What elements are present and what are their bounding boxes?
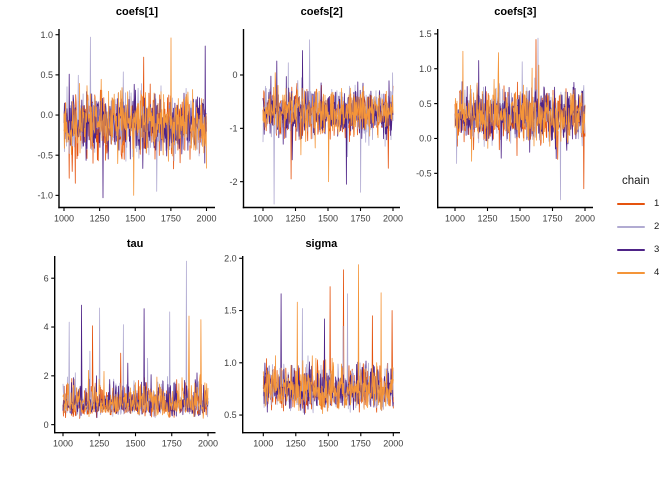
- svg-text:1250: 1250: [90, 214, 110, 224]
- svg-text:0.5: 0.5: [40, 70, 53, 80]
- legend-label: 3: [654, 244, 660, 255]
- svg-text:1250: 1250: [89, 439, 109, 449]
- chain-2-line-swatch: [617, 225, 645, 228]
- svg-text:-0.5: -0.5: [37, 150, 53, 160]
- panel-title-coefs3: coefs[3]: [494, 6, 537, 18]
- svg-text:1500: 1500: [125, 214, 145, 224]
- svg-text:1750: 1750: [162, 439, 182, 449]
- panel-title-coefs2: coefs[2]: [300, 6, 343, 18]
- legend-item-chain-3: 3: [616, 242, 672, 257]
- svg-text:0: 0: [232, 70, 237, 80]
- svg-text:1500: 1500: [125, 439, 145, 449]
- svg-text:-0.5: -0.5: [416, 169, 432, 179]
- svg-text:1.0: 1.0: [40, 30, 53, 40]
- chain-4-line-swatch: [617, 271, 645, 274]
- chain-3-line-swatch: [617, 248, 645, 251]
- svg-text:1000: 1000: [445, 214, 465, 224]
- svg-text:1750: 1750: [542, 214, 562, 224]
- svg-text:1.0: 1.0: [419, 64, 432, 74]
- svg-text:2: 2: [44, 371, 49, 381]
- legend-label: 1: [654, 198, 660, 209]
- svg-text:1750: 1750: [351, 439, 371, 449]
- svg-text:1250: 1250: [285, 214, 305, 224]
- legend-label: 4: [654, 267, 660, 278]
- svg-text:-2: -2: [229, 177, 237, 187]
- svg-text:4: 4: [44, 322, 49, 332]
- svg-text:1000: 1000: [53, 439, 73, 449]
- svg-text:1000: 1000: [253, 214, 273, 224]
- svg-text:1.5: 1.5: [419, 29, 432, 39]
- svg-text:1500: 1500: [510, 214, 530, 224]
- svg-text:-1: -1: [229, 124, 237, 134]
- svg-text:0.0: 0.0: [40, 110, 53, 120]
- svg-text:1750: 1750: [161, 214, 181, 224]
- svg-text:2.0: 2.0: [224, 253, 237, 263]
- svg-text:1500: 1500: [318, 214, 338, 224]
- legend-label: 2: [654, 221, 660, 232]
- chain-1-line-swatch: [617, 202, 645, 205]
- svg-text:1.5: 1.5: [224, 306, 237, 316]
- svg-text:1250: 1250: [286, 439, 306, 449]
- svg-text:0.0: 0.0: [419, 134, 432, 144]
- svg-text:2000: 2000: [196, 214, 216, 224]
- svg-text:0.5: 0.5: [224, 410, 237, 420]
- legend-item-chain-2: 2: [616, 219, 672, 234]
- svg-text:6: 6: [44, 273, 49, 283]
- svg-text:-1.0: -1.0: [37, 191, 53, 201]
- panel-title-tau: tau: [126, 238, 144, 250]
- svg-text:2000: 2000: [383, 439, 403, 449]
- panel-title-coefs1: coefs[1]: [115, 6, 159, 18]
- svg-text:1.0: 1.0: [224, 358, 237, 368]
- svg-text:1500: 1500: [318, 439, 338, 449]
- svg-text:1750: 1750: [350, 214, 370, 224]
- svg-text:1000: 1000: [54, 214, 74, 224]
- svg-text:2000: 2000: [383, 214, 403, 224]
- svg-text:2000: 2000: [575, 214, 595, 224]
- legend-item-chain-4: 4: [616, 265, 672, 280]
- svg-text:0: 0: [44, 420, 49, 430]
- legend-item-chain-1: 1: [616, 196, 672, 211]
- svg-text:0.5: 0.5: [419, 99, 432, 109]
- svg-text:2000: 2000: [198, 439, 218, 449]
- legend-title: chain: [622, 175, 650, 187]
- panel-title-sigma: sigma: [305, 238, 338, 250]
- chain-legend: chain 1 2 3 4: [616, 174, 672, 280]
- svg-text:1000: 1000: [253, 439, 273, 449]
- svg-text:1250: 1250: [477, 214, 497, 224]
